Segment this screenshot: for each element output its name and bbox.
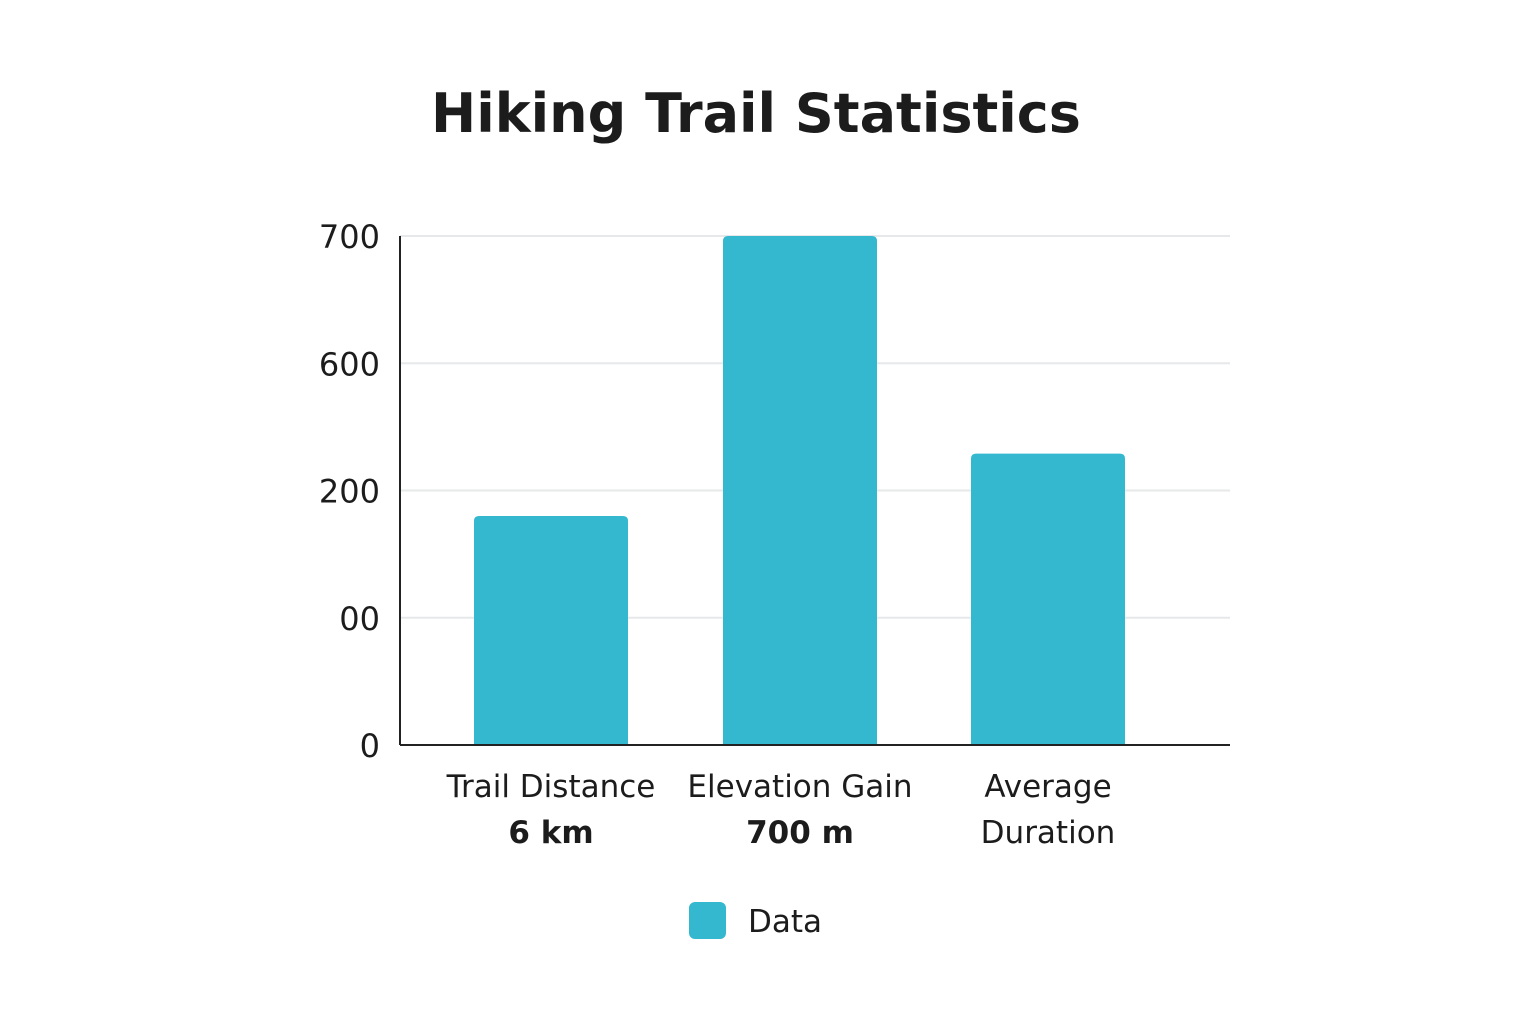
x-category-label: Elevation Gain bbox=[687, 769, 912, 805]
bars bbox=[474, 236, 1125, 745]
bar bbox=[474, 515, 628, 745]
x-category-sublabel: Duration bbox=[981, 815, 1116, 851]
y-tick-label: 700 bbox=[319, 218, 380, 256]
y-tick-label: 0 bbox=[360, 727, 380, 765]
axes bbox=[399, 236, 1230, 746]
legend-swatch bbox=[689, 902, 726, 939]
x-axis-categories: Trail Distance 6 km Elevation Gain 700 m Ave… bbox=[446, 769, 1116, 851]
y-tick-label: 200 bbox=[319, 473, 380, 511]
y-tick-label: 600 bbox=[319, 345, 380, 383]
x-category-sublabel: 6 km bbox=[508, 815, 593, 851]
x-category-label: Trail Distance bbox=[446, 769, 656, 805]
bar bbox=[971, 453, 1125, 745]
x-category-sublabel: 700 m bbox=[746, 815, 854, 851]
legend: Data bbox=[689, 902, 822, 940]
x-category-label: Average bbox=[984, 769, 1111, 805]
legend-label: Data bbox=[748, 904, 822, 940]
chart-title: Hiking Trail Statistics bbox=[431, 82, 1081, 145]
y-tick-label: 00 bbox=[339, 600, 380, 638]
bar bbox=[723, 236, 877, 745]
